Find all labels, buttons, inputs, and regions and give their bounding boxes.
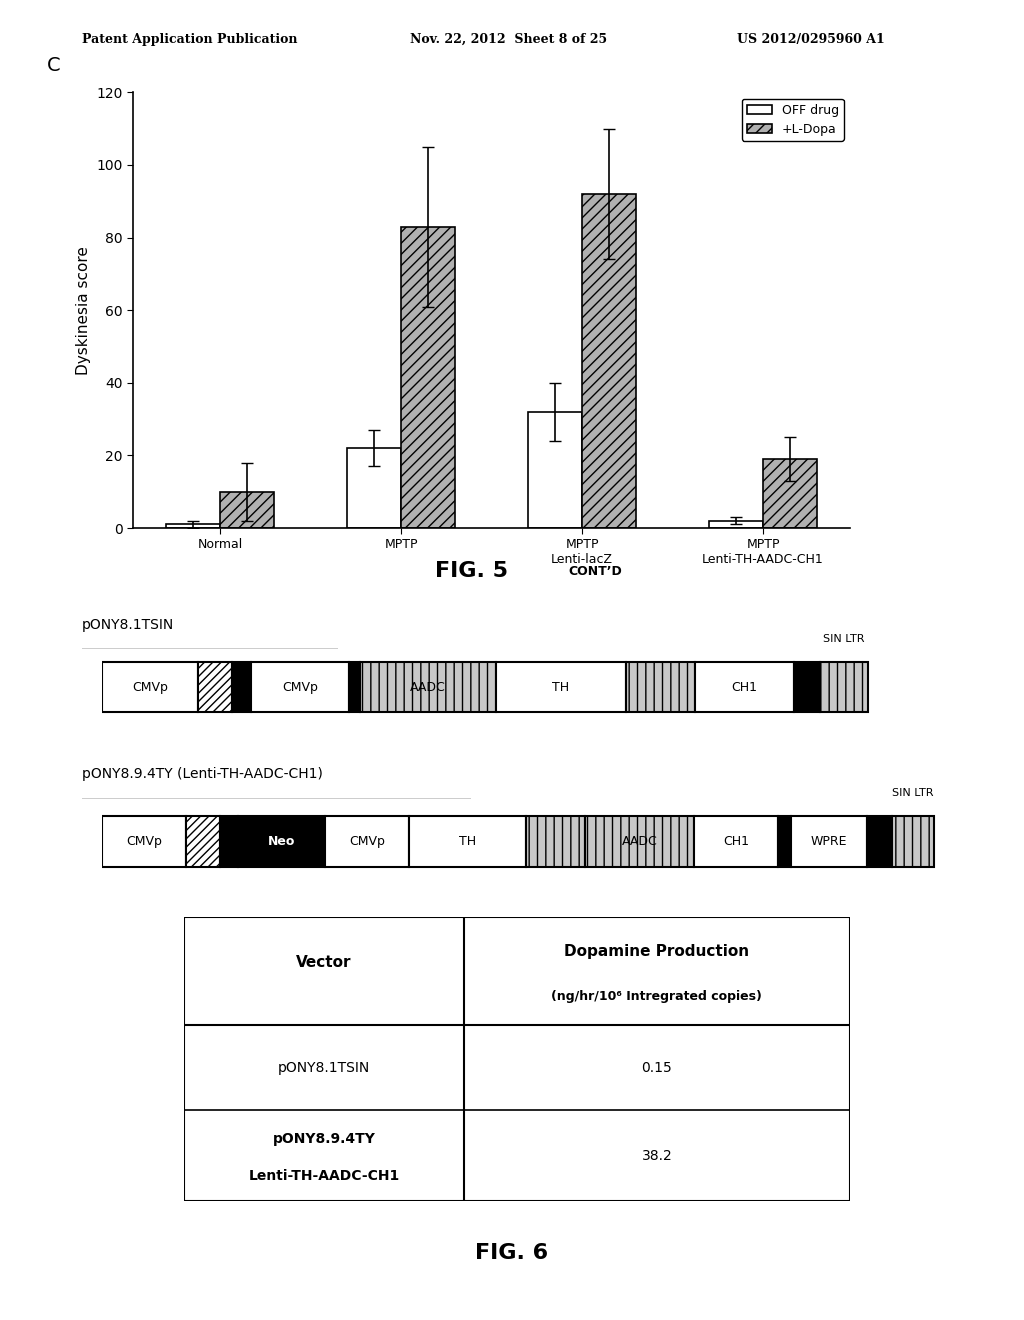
Bar [694, 661, 795, 713]
Text: SIN LTR: SIN LTR [892, 788, 934, 797]
Bar [526, 816, 586, 867]
Text: CONT’D: CONT’D [568, 565, 622, 578]
Bar [347, 449, 401, 528]
Bar [582, 194, 636, 528]
Text: Neo: Neo [268, 836, 295, 847]
Bar [239, 816, 325, 867]
Text: WPRE: WPRE [810, 836, 847, 847]
Bar [102, 661, 198, 713]
Text: 38.2: 38.2 [641, 1148, 673, 1163]
Text: C: C [47, 55, 60, 75]
Bar [820, 661, 867, 713]
Bar [795, 661, 820, 713]
Bar [496, 661, 626, 713]
Legend: OFF drug, +L-Dopa: OFF drug, +L-Dopa [741, 99, 844, 141]
Text: pONY8.9.4TY: pONY8.9.4TY [272, 1131, 376, 1146]
Bar [198, 661, 232, 713]
Bar [360, 661, 496, 713]
Bar [694, 816, 778, 867]
Text: Patent Application Publication: Patent Application Publication [82, 33, 297, 46]
Bar [186, 816, 220, 867]
Text: (ng/hr/10⁶ Intregrated copies): (ng/hr/10⁶ Intregrated copies) [552, 990, 762, 1003]
Y-axis label: Dyskinesia score: Dyskinesia score [76, 246, 91, 375]
Text: AADC: AADC [410, 681, 445, 693]
Text: CH1: CH1 [723, 836, 750, 847]
Text: CMVp: CMVp [282, 681, 317, 693]
Bar [763, 459, 817, 528]
Bar [102, 816, 186, 867]
Text: CMVp: CMVp [349, 836, 385, 847]
Text: 0.15: 0.15 [641, 1061, 673, 1074]
Bar [251, 661, 349, 713]
Text: CH1: CH1 [731, 681, 758, 693]
Text: US 2012/0295960 A1: US 2012/0295960 A1 [737, 33, 885, 46]
Bar [166, 524, 220, 528]
Text: pONY8.1TSIN: pONY8.1TSIN [278, 1061, 371, 1074]
Text: CMVp: CMVp [132, 681, 168, 693]
Bar [401, 227, 456, 528]
Text: Vector: Vector [296, 956, 352, 970]
Text: AADC: AADC [622, 836, 657, 847]
Bar [325, 816, 409, 867]
Bar [791, 816, 866, 867]
Bar [892, 816, 934, 867]
Bar [626, 661, 694, 713]
Bar [866, 816, 892, 867]
Text: Nov. 22, 2012  Sheet 8 of 25: Nov. 22, 2012 Sheet 8 of 25 [410, 33, 607, 46]
Text: SIN LTR: SIN LTR [822, 634, 864, 644]
Bar [778, 816, 791, 867]
Bar [232, 661, 251, 713]
Text: FIG. 5: FIG. 5 [434, 561, 508, 581]
Text: Dopamine Production: Dopamine Production [564, 944, 750, 958]
Text: FIG. 6: FIG. 6 [475, 1243, 549, 1263]
Bar [709, 520, 763, 528]
Bar [220, 816, 239, 867]
Bar [349, 661, 360, 713]
Text: TH: TH [552, 681, 569, 693]
Text: Lenti-TH-AADC-CH1: Lenti-TH-AADC-CH1 [249, 1168, 399, 1183]
Bar [220, 492, 274, 528]
Bar [586, 816, 694, 867]
Text: TH: TH [459, 836, 476, 847]
Text: CMVp: CMVp [126, 836, 163, 847]
Bar [527, 412, 582, 528]
Text: pONY8.1TSIN: pONY8.1TSIN [82, 618, 174, 632]
Bar [409, 816, 526, 867]
Text: pONY8.9.4TY (Lenti-TH-AADC-CH1): pONY8.9.4TY (Lenti-TH-AADC-CH1) [82, 767, 323, 781]
